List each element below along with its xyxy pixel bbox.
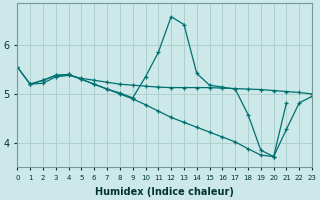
X-axis label: Humidex (Indice chaleur): Humidex (Indice chaleur)	[95, 187, 234, 197]
